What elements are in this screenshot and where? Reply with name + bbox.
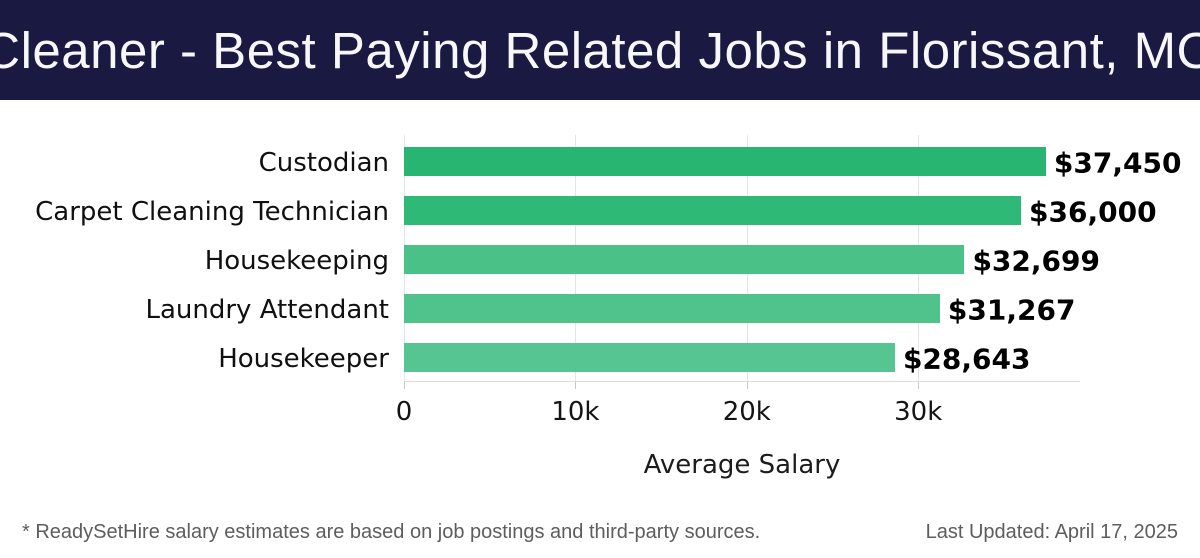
value-label: $28,643 [902, 342, 1031, 376]
footer-disclaimer: * ReadySetHire salary estimates are base… [22, 521, 761, 543]
x-axis-title: Average Salary [643, 450, 841, 480]
bar [404, 147, 1046, 176]
x-tick-label: 20k [722, 397, 771, 427]
axis-tick [575, 381, 577, 389]
category-label: Laundry Attendant [145, 294, 389, 325]
axis-tick [918, 381, 920, 389]
bar [404, 196, 1022, 226]
axis-tick [746, 381, 748, 389]
page-title: Cleaner - Best Paying Related Jobs in Fl… [0, 21, 1200, 79]
category-label: Carpet Cleaning Technician [35, 196, 389, 227]
category-label: Custodian [258, 147, 389, 178]
axis-tick [404, 381, 405, 389]
value-label: $37,450 [1053, 146, 1182, 179]
category-label: Housekeeping [204, 245, 389, 276]
footer-last-updated: Last Updated: April 17, 2025 [925, 521, 1178, 543]
header-banner: Cleaner - Best Paying Related Jobs in Fl… [0, 0, 1200, 100]
x-tick-label: 10k [551, 397, 600, 427]
value-label: $32,699 [972, 244, 1100, 278]
value-label: $31,267 [947, 293, 1076, 327]
bar [404, 294, 940, 324]
bar [404, 245, 965, 275]
x-tick-label: 0 [395, 397, 413, 427]
value-label: $36,000 [1029, 195, 1157, 229]
bar [404, 343, 895, 373]
category-label: Housekeeper [218, 343, 389, 374]
x-axis-line [404, 381, 1080, 382]
x-tick-label: 30k [894, 397, 943, 427]
